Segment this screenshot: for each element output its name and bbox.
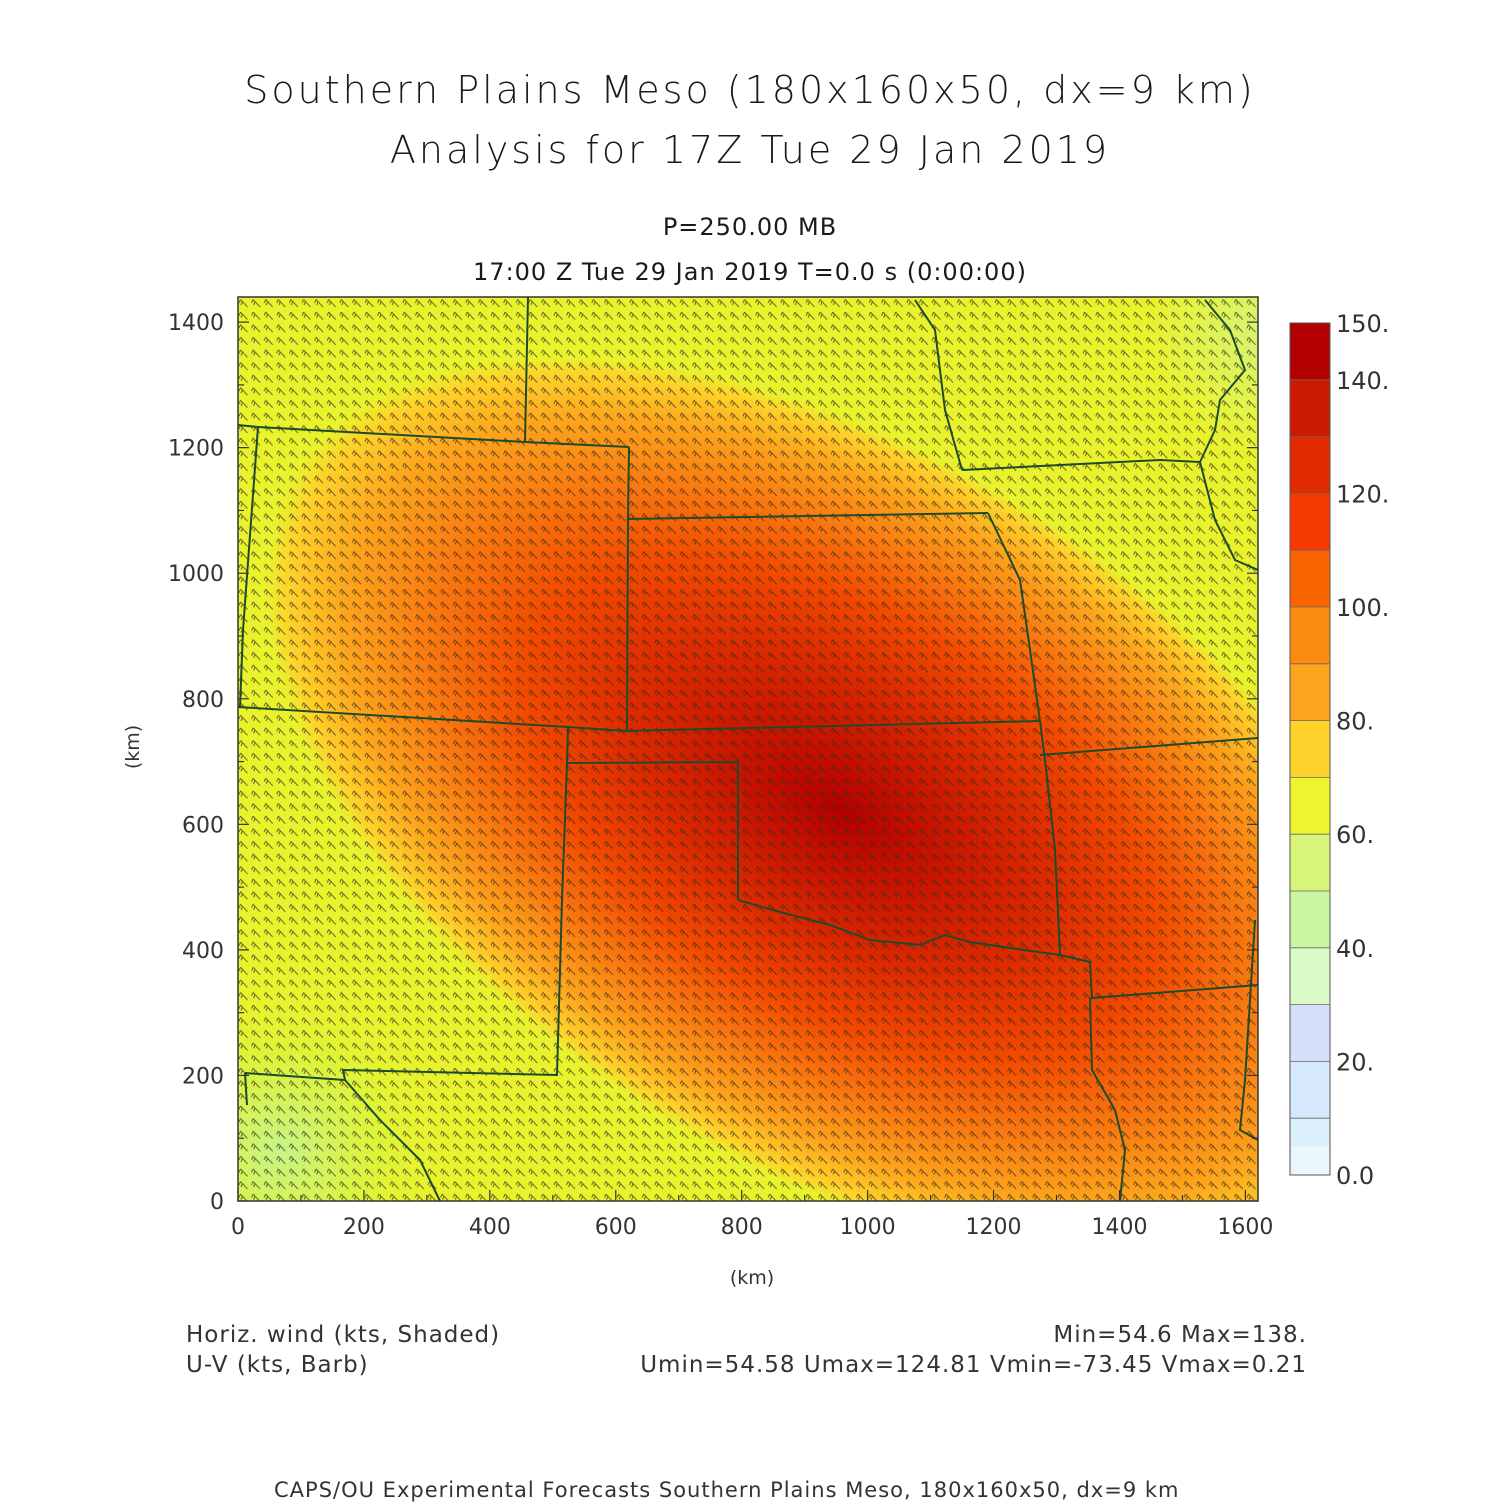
y-axis-ticks — [238, 321, 1258, 1202]
colorbar-label: 40. — [1336, 935, 1374, 963]
x-tick-label: 600 — [595, 1215, 637, 1240]
colorbar-labels: 150. 140. 120. 100. 80. 60. 40. 20. 0.0 — [1336, 310, 1389, 1190]
x-tick-label: 400 — [469, 1215, 511, 1240]
colorbar-bin — [1290, 777, 1330, 835]
uv-stats: Umin=54.58 Umax=124.81 Vmin=-73.45 Vmax=… — [640, 1352, 1307, 1378]
colorbar-bin — [1290, 379, 1330, 437]
y-tick-label: 600 — [182, 813, 224, 838]
colorbar-bin — [1290, 720, 1330, 778]
min-max-stats: Min=54.6 Max=138. — [1053, 1322, 1307, 1348]
colorbar-bin — [1290, 607, 1330, 664]
colorbar-bin — [1290, 323, 1330, 380]
colorbar-bin — [1290, 1118, 1330, 1147]
title-line-1: Southern Plains Meso (180x160x50, dx=9 k… — [244, 68, 1256, 112]
wind-field — [238, 297, 1258, 1201]
field-shaded-label: Horiz. wind (kts, Shaded) — [186, 1322, 501, 1348]
colorbar-label: 150. — [1336, 310, 1389, 338]
colorbar-bin — [1290, 1004, 1330, 1062]
colorbar-bin — [1290, 891, 1330, 948]
credit-line: CAPS/OU Experimental Forecasts Southern … — [274, 1478, 1180, 1502]
x-tick-label: 0 — [231, 1215, 245, 1240]
x-axis-ticks — [237, 1190, 1247, 1201]
x-tick-label: 800 — [721, 1215, 763, 1240]
colorbar-bin — [1290, 663, 1330, 721]
y-tick-label: 1400 — [168, 311, 224, 336]
y-axis-labels: 0 200 400 600 800 1000 1200 1400 — [168, 311, 224, 1215]
x-tick-label: 200 — [343, 1215, 385, 1240]
colorbar-label: 80. — [1336, 708, 1374, 736]
y-tick-label: 1000 — [168, 562, 224, 587]
colorbar-bin — [1290, 1146, 1330, 1175]
y-tick-label: 800 — [182, 688, 224, 713]
y-tick-label: 1200 — [168, 437, 224, 462]
colorbar-bin — [1290, 1061, 1330, 1119]
x-tick-label: 1200 — [966, 1215, 1022, 1240]
valid-time: 17:00 Z Tue 29 Jan 2019 T=0.0 s (0:00:00… — [473, 258, 1027, 286]
x-axis-labels: 0 200 400 600 800 1000 1200 1400 1600 — [231, 1215, 1273, 1240]
y-tick-label: 200 — [182, 1064, 224, 1089]
colorbar-label: 20. — [1336, 1048, 1374, 1076]
pressure-level: P=250.00 MB — [662, 213, 838, 241]
y-tick-label: 0 — [210, 1190, 224, 1215]
colorbar-bin — [1290, 436, 1330, 494]
colorbar-label: 120. — [1336, 480, 1389, 508]
colorbar-label: 100. — [1336, 594, 1389, 622]
x-tick-label: 1400 — [1091, 1215, 1147, 1240]
x-axis-title: (km) — [730, 1267, 774, 1289]
wind-barbs — [238, 297, 1258, 1201]
colorbar-bin — [1290, 550, 1330, 607]
colorbar-bin — [1290, 493, 1330, 551]
colorbar-label: 60. — [1336, 821, 1374, 849]
y-tick-label: 400 — [182, 939, 224, 964]
x-tick-label: 1000 — [840, 1215, 896, 1240]
colorbar-label: 0.0 — [1336, 1162, 1374, 1190]
colorbar-bin — [1290, 834, 1330, 891]
colorbar-label: 140. — [1336, 367, 1389, 395]
colorbar — [1289, 322, 1331, 1176]
colorbar-bin — [1290, 947, 1330, 1005]
state-boundaries — [238, 297, 1258, 1201]
plot-frame — [237, 296, 1259, 1202]
field-barb-label: U-V (kts, Barb) — [186, 1352, 369, 1378]
y-axis-title: (km) — [122, 725, 144, 769]
title-line-2: Analysis for 17Z Tue 29 Jan 2019 — [389, 128, 1111, 172]
x-tick-label: 1600 — [1217, 1215, 1273, 1240]
